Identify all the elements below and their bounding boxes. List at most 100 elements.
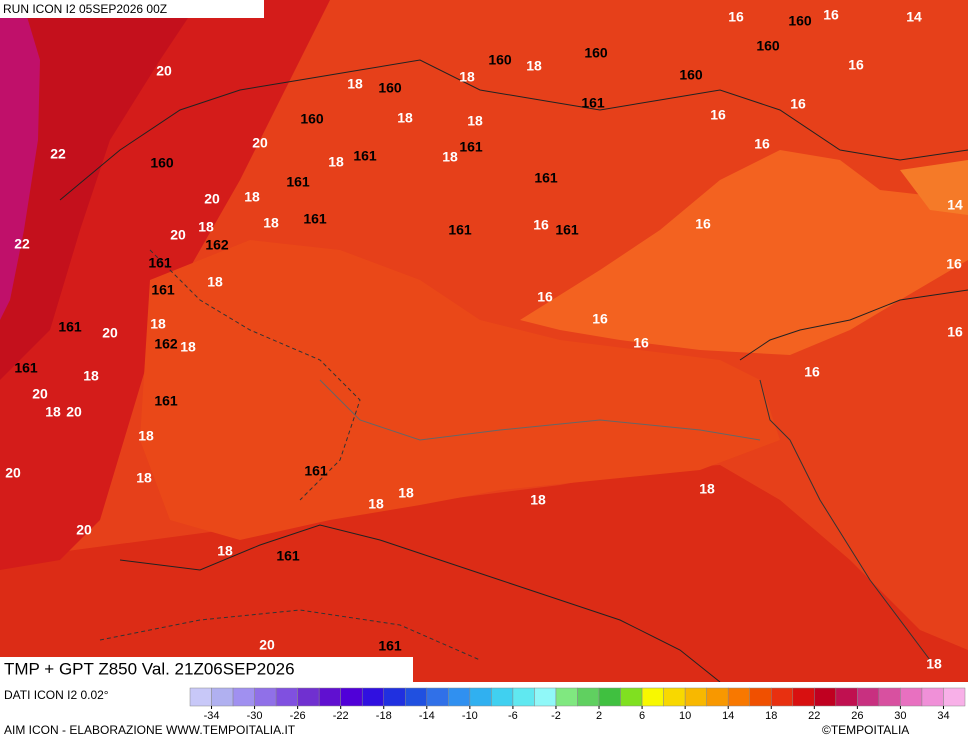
colorbar-tick-label: 30 [894, 710, 906, 722]
temperature-region [0, 0, 200, 380]
colorbar-swatch [771, 687, 794, 707]
contour-label: 18 [328, 154, 344, 170]
temperature-region [900, 160, 968, 215]
colorbar-swatch [512, 687, 535, 707]
contour-label: 18 [699, 481, 715, 497]
contour [99, 609, 481, 661]
temperature-region [140, 240, 780, 540]
colorbar-swatch [275, 687, 298, 707]
contour-label: 14 [947, 197, 963, 213]
contour-label: 18 [926, 656, 942, 672]
coastline [739, 289, 968, 361]
temperature-region [520, 150, 968, 355]
run-label: RUN ICON I2 05SEP2026 00Z [3, 2, 167, 16]
colorbar-swatch [340, 687, 363, 707]
colorbar-swatch [835, 687, 858, 707]
contour-label: 18 [347, 76, 363, 92]
contour-label: 161 [459, 139, 483, 155]
colorbar-swatch [663, 687, 686, 707]
colorbar-swatch [792, 687, 815, 707]
contour-label: 20 [259, 637, 275, 653]
contour-label: 16 [804, 364, 820, 380]
contour-label: 18 [398, 485, 414, 501]
contour-label: 18 [244, 189, 260, 205]
contour-label: 160 [788, 13, 812, 29]
contour-label: 161 [304, 463, 328, 479]
colorbar-tick-label: 2 [596, 710, 602, 722]
colorbar-tick-label: 6 [639, 710, 645, 722]
contour-label: 22 [50, 146, 66, 162]
contour-label: 16 [754, 136, 770, 152]
source: DATI ICON I2 0.02° [4, 688, 109, 702]
contour-label: 18 [467, 113, 483, 129]
colorbar-swatch [426, 687, 449, 707]
colorbar-tick-label: -10 [462, 710, 478, 722]
contour-label: 160 [584, 45, 608, 61]
contour-label: 160 [300, 111, 324, 127]
coastline [759, 379, 931, 661]
contour-label: 20 [76, 522, 92, 538]
colorbar-swatch [857, 687, 880, 707]
colorbar-swatch [814, 687, 837, 707]
contour-label: 16 [823, 7, 839, 23]
colorbar-swatch [318, 687, 341, 707]
colorbar-swatch [706, 687, 729, 707]
contour-label: 18 [530, 492, 546, 508]
contour-label: 160 [679, 67, 703, 83]
temperature-region [0, 0, 40, 320]
colorbar-swatch [727, 687, 750, 707]
contour-label: 16 [592, 311, 608, 327]
header-box [0, 0, 264, 18]
colorbar-swatch [943, 687, 966, 707]
colorbar-swatch [211, 687, 234, 707]
contour-label: 16 [633, 335, 649, 351]
contour-label: 16 [533, 217, 549, 233]
colorbar-swatch [555, 687, 578, 707]
colorbar-tick-label: -34 [204, 710, 220, 722]
coastline [119, 524, 721, 683]
contour-label: 161 [555, 222, 579, 238]
colorbar-tick-label: -18 [376, 710, 392, 722]
contour-label: 160 [756, 38, 780, 54]
colorbar: -34 -30 -26 -22 -18 -14 -10 -6 -2 2 6 10 14 18 22 26 30 3… [189, 687, 966, 722]
title: TMP + GPT Z850 Val. 21Z06SEP2026 [4, 659, 295, 678]
colorbar-swatch [469, 687, 492, 707]
contour-label: 161 [353, 148, 377, 164]
contour-label: 16 [947, 324, 963, 340]
contour-label: 160 [150, 155, 174, 171]
copyright: ©TEMPOITALIA [822, 723, 909, 737]
contour-label: 161 [581, 95, 605, 111]
contour-label: 16 [537, 289, 553, 305]
contour-label: 18 [136, 470, 152, 486]
contour-label: 18 [150, 316, 166, 332]
colorbar-tick-label: 10 [679, 710, 691, 722]
contour-label: 18 [217, 543, 233, 559]
contour-label: 18 [526, 58, 542, 74]
contour-label: 18 [368, 496, 384, 512]
contour-label: 161 [378, 638, 402, 654]
colorbar-tick-label: -30 [247, 710, 263, 722]
contour-label: 20 [102, 325, 118, 341]
colorbar-swatch [900, 687, 923, 707]
colorbar-tick-label: -14 [419, 710, 435, 722]
colorbar-swatch [749, 687, 772, 707]
colorbar-tick-label: -26 [290, 710, 306, 722]
contour-label: 20 [170, 227, 186, 243]
colorbar-swatch [491, 687, 514, 707]
contour-label: 14 [906, 9, 922, 25]
colorbar-tick-label: -6 [508, 710, 518, 722]
colorbar-tick-label: 34 [937, 710, 949, 722]
contour-label: 16 [728, 9, 744, 25]
colorbar-swatch [878, 687, 901, 707]
colorbar-tick-label: 14 [722, 710, 734, 722]
contour-label: 161 [276, 548, 300, 564]
colorbar-swatch [598, 687, 621, 707]
colorbar-tick-label: 26 [851, 710, 863, 722]
contour-label: 16 [695, 216, 711, 232]
contour-label: 162 [205, 237, 229, 253]
contour-label: 161 [148, 255, 172, 271]
contour-label: 18 [83, 368, 99, 384]
colorbar-swatch [361, 687, 385, 707]
